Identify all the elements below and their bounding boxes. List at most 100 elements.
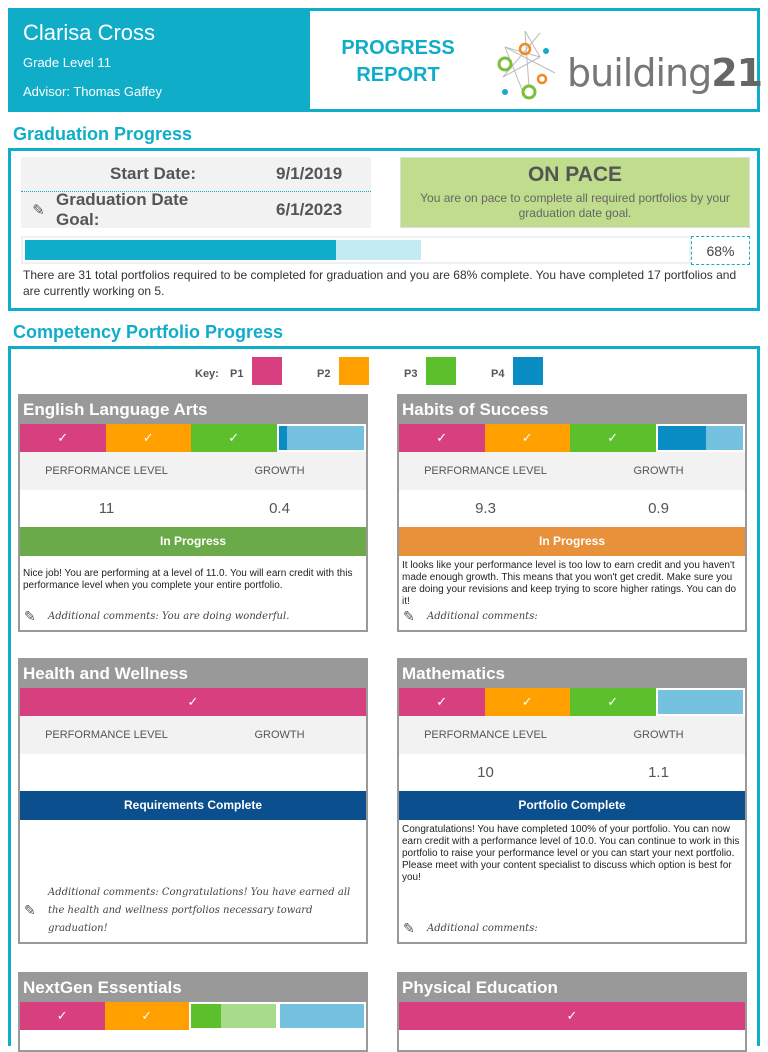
pace-title: ON PACE <box>527 163 623 186</box>
check-icon: ✓ <box>607 430 619 445</box>
metric-labels: PERFORMANCE LEVEL GROWTH <box>399 452 745 490</box>
start-date-row: Start Date: 9/1/2019 <box>21 157 371 192</box>
progress-segment <box>277 1002 366 1030</box>
additional-comments: ✎ Additional comments: Congratulations! Y… <box>24 884 356 938</box>
graduation-progress-bar <box>21 236 691 264</box>
student-header: Clarisa Cross Grade Level 11 Advisor: Th… <box>8 8 310 112</box>
segment-fill <box>191 1004 221 1028</box>
comment-text: Additional comments: <box>427 611 538 622</box>
segment-fill <box>657 426 707 450</box>
progress-segment: ✓ <box>399 424 485 452</box>
portfolio-progress-segments: ✓ ✓ ✓ <box>20 424 366 452</box>
key-swatch <box>252 357 282 385</box>
progress-segment: ✓ <box>484 688 570 716</box>
status-banner: In Progress <box>20 527 366 556</box>
logo-text: building21 <box>567 51 763 95</box>
progress-segment: ✓ <box>570 688 656 716</box>
progress-segment <box>655 688 745 716</box>
metric-labels: PERFORMANCE LEVEL GROWTH <box>399 716 745 754</box>
progress-segment: ✓ <box>105 424 191 452</box>
report-header: PROGRESS REPORT building21 <box>310 8 763 112</box>
metric-labels: PERFORMANCE LEVEL GROWTH <box>20 452 366 490</box>
report-title-line: PROGRESS <box>341 37 455 59</box>
status-message <box>20 820 366 828</box>
check-icon: ✓ <box>141 1008 153 1023</box>
growth-label: GROWTH <box>254 465 305 477</box>
progress-segment <box>655 424 745 452</box>
portfolio-progress-segments: ✓ ✓ <box>20 1002 366 1030</box>
goal-date-row: ✎ Graduation Date Goal: 6/1/2023 <box>21 189 371 229</box>
progress-complete-fill <box>25 240 337 260</box>
goal-date-label: Graduation Date Goal: <box>56 189 189 229</box>
growth-value: 1.1 <box>648 764 669 781</box>
progress-segment <box>276 424 366 452</box>
comment-text: Additional comments: Congratulations! Yo… <box>48 887 351 934</box>
pencil-icon[interactable]: ✎ <box>24 903 36 919</box>
pencil-icon[interactable]: ✎ <box>32 201 45 219</box>
portfolio-progress-segments: ✓ ✓ ✓ <box>399 688 745 716</box>
progress-segment: ✓ <box>191 424 277 452</box>
check-icon: ✓ <box>436 430 448 445</box>
competency-title: Competency Portfolio Progress <box>13 322 284 342</box>
performance-level-label: PERFORMANCE LEVEL <box>424 729 547 741</box>
growth-value: 0.4 <box>269 500 290 517</box>
additional-comments: ✎ Additional comments: You are doing wond… <box>24 608 356 626</box>
comment-text: Additional comments: <box>427 923 538 934</box>
check-icon: ✓ <box>521 430 533 445</box>
building21-logo: building21 <box>495 27 763 107</box>
progress-segment: ✓ <box>484 424 570 452</box>
growth-label: GROWTH <box>633 729 684 741</box>
progress-segment <box>189 1002 278 1030</box>
check-icon: ✓ <box>142 430 154 445</box>
metric-values: 9.3 0.9 <box>399 490 745 527</box>
growth-value: 0.9 <box>648 500 669 517</box>
growth-label: GROWTH <box>254 729 305 741</box>
metric-values: 11 0.4 <box>20 490 366 527</box>
check-icon: ✓ <box>57 430 69 445</box>
portfolio-card: Habits of Success ✓ ✓ ✓ PERFORMANCE LEVEL GRO… <box>397 394 747 632</box>
performance-level-value: 11 <box>98 500 115 517</box>
status-banner: Requirements Complete <box>20 791 366 820</box>
metric-values <box>20 754 366 791</box>
portfolio-progress-segments: ✓ <box>20 688 366 716</box>
status-banner: Portfolio Complete <box>399 791 745 820</box>
portfolio-card: English Language Arts ✓ ✓ ✓ PERFORMANCE LEVE… <box>18 394 368 632</box>
key-item-label: P2 <box>317 368 331 380</box>
performance-level-label: PERFORMANCE LEVEL <box>424 465 547 477</box>
performance-level-label: PERFORMANCE LEVEL <box>45 465 168 477</box>
logo-number: 21 <box>711 51 763 95</box>
additional-comments: ✎ Additional comments: <box>403 608 735 626</box>
status-message: Nice job! You are performing at a level … <box>23 568 353 591</box>
growth-label: GROWTH <box>633 465 684 477</box>
performance-level-value: 9.3 <box>475 500 496 517</box>
network-logo-icon <box>497 30 556 100</box>
report-title-line: REPORT <box>356 64 440 86</box>
portfolio-card: Physical Education ✓ <box>397 972 747 1052</box>
pencil-icon[interactable]: ✎ <box>403 609 415 625</box>
status-message: Congratulations! You have completed 100%… <box>402 824 740 883</box>
key-item-label: P1 <box>230 368 244 380</box>
portfolio-progress-segments: ✓ <box>399 1002 745 1030</box>
key-swatch <box>339 357 369 385</box>
card-title: Physical Education <box>399 974 745 1002</box>
start-date-value: 9/1/2019 <box>276 164 343 183</box>
progress-segment: ✓ <box>20 424 106 452</box>
card-title: NextGen Essentials <box>20 974 366 1002</box>
pencil-icon[interactable]: ✎ <box>403 921 415 937</box>
check-icon: ✓ <box>436 694 448 709</box>
performance-level-label: PERFORMANCE LEVEL <box>45 729 168 741</box>
key-item-label: P3 <box>404 368 418 380</box>
progress-segment: ✓ <box>570 424 656 452</box>
metric-values: 10 1.1 <box>399 754 745 791</box>
check-icon: ✓ <box>228 430 240 445</box>
pace-status: ON PACE You are on pace to complete all … <box>400 157 750 228</box>
pencil-icon[interactable]: ✎ <box>24 609 36 625</box>
check-icon: ✓ <box>187 694 199 709</box>
card-title: English Language Arts <box>20 396 366 424</box>
start-date-label: Start Date: <box>110 164 196 183</box>
status-banner: In Progress <box>399 527 745 556</box>
grade-level: Grade Level 11 <box>23 55 111 70</box>
check-icon: ✓ <box>566 1008 578 1023</box>
performance-level-value: 10 <box>477 764 494 781</box>
portfolio-progress-segments: ✓ ✓ ✓ <box>399 424 745 452</box>
